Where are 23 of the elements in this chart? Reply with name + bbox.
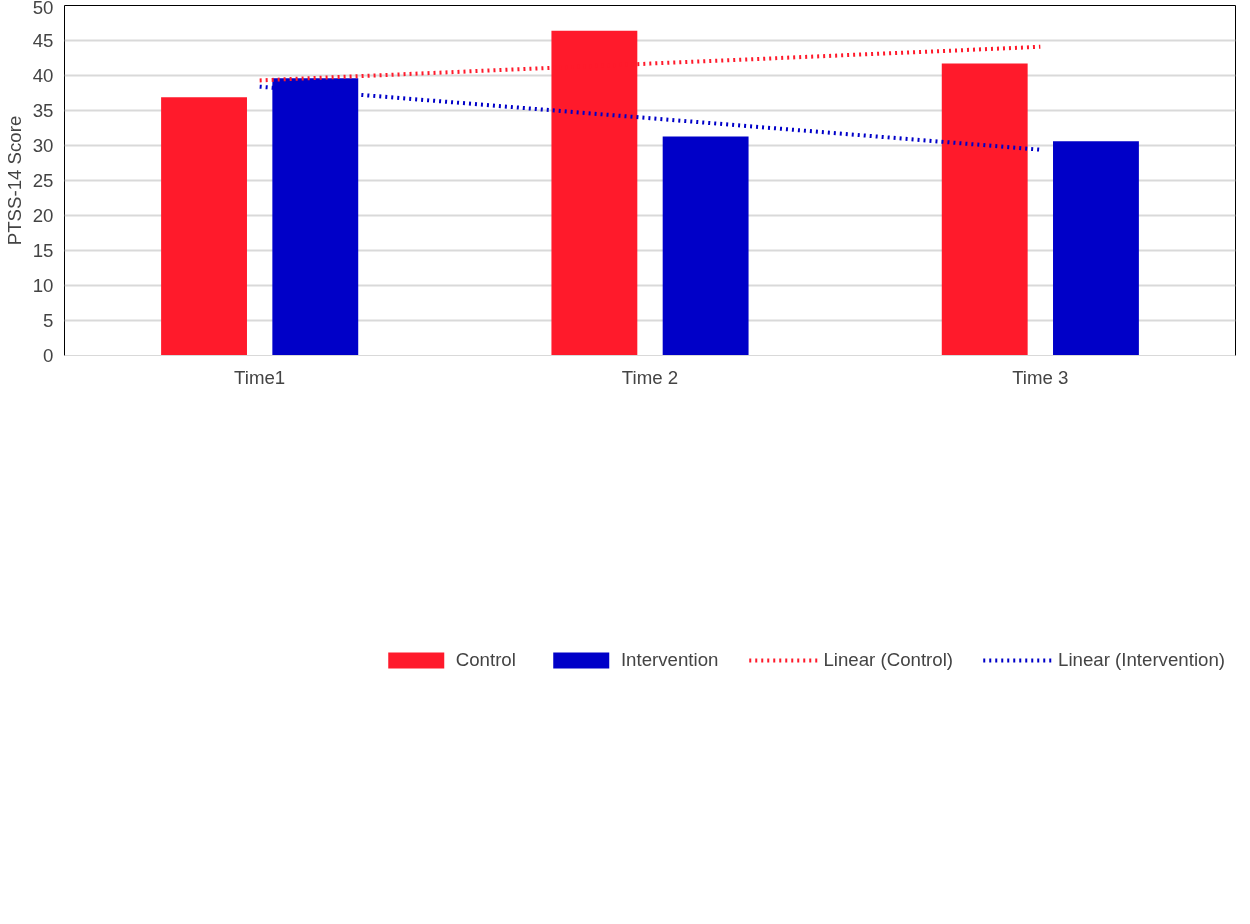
bar	[1053, 141, 1139, 356]
legend-label: Linear (Intervention)	[1058, 649, 1225, 671]
x-tick-label: Time1	[234, 366, 286, 388]
bar	[941, 63, 1028, 356]
y-tick-label: 30	[32, 135, 54, 156]
y-tick-label: 20	[32, 205, 54, 226]
y-tick-label: 5	[43, 310, 54, 331]
bar	[662, 136, 749, 356]
y-tick-label: 10	[32, 275, 54, 296]
y-tick-label: 35	[32, 100, 54, 121]
y-tick-label: 25	[32, 170, 54, 191]
bar	[161, 97, 247, 356]
x-tick-label: Time 2	[621, 366, 679, 388]
y-tick-label: 40	[32, 65, 54, 86]
x-tick-label: Time 3	[1012, 366, 1069, 388]
legend-label: Control	[455, 649, 516, 671]
y-axis-title: PTSS-14 Score	[3, 115, 25, 246]
legend-label: Linear (Control)	[823, 649, 954, 671]
legend-label: Intervention	[620, 649, 719, 671]
y-tick-label: 50	[32, 0, 54, 18]
y-tick-label: 15	[32, 240, 54, 261]
y-tick-label: 45	[32, 30, 54, 51]
y-tick-label: 0	[43, 345, 54, 366]
